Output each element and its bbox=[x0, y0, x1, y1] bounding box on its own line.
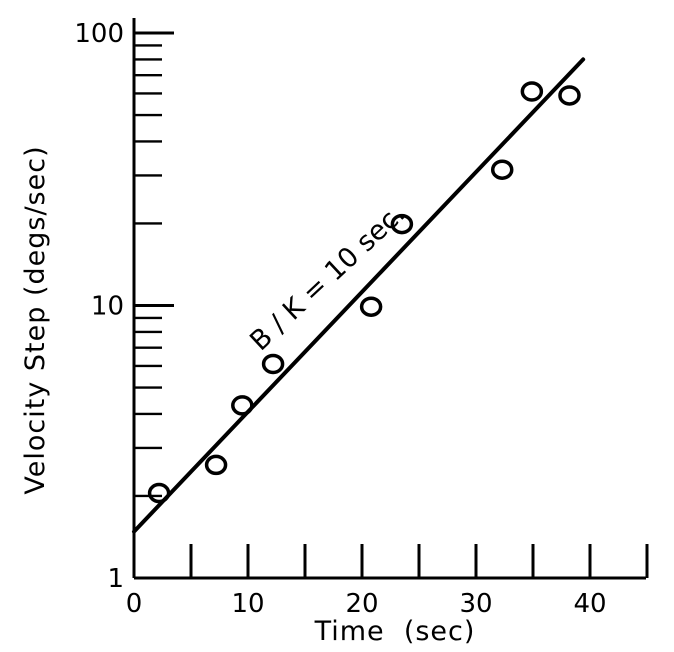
data-points bbox=[147, 81, 581, 504]
x-tick-label: 30 bbox=[459, 589, 492, 619]
y-tick-label: 1 bbox=[107, 564, 124, 594]
x-axis-tick-labels: 0 10 20 30 40 bbox=[126, 589, 607, 619]
data-point bbox=[231, 395, 254, 416]
plot-axes bbox=[132, 18, 646, 580]
annotations: B / K = 10 sec. bbox=[244, 198, 411, 357]
fit-line bbox=[132, 57, 586, 534]
annotation-text: B / K = 10 sec. bbox=[244, 198, 411, 357]
fit-line-layer bbox=[132, 57, 586, 534]
x-axis-label: Time (sec) bbox=[314, 616, 476, 647]
x-tick-label: 10 bbox=[231, 589, 264, 619]
y-axis-ticks bbox=[134, 31, 174, 498]
y-tick-label: 100 bbox=[74, 19, 124, 49]
data-point bbox=[390, 213, 414, 235]
data-point bbox=[204, 454, 228, 476]
x-tick-label: 20 bbox=[345, 589, 378, 619]
data-point bbox=[520, 81, 544, 102]
data-point bbox=[490, 159, 514, 180]
x-tick-label: 40 bbox=[573, 589, 606, 619]
data-point bbox=[147, 482, 171, 504]
y-axis-tick-labels: 1 10 100 bbox=[74, 19, 124, 594]
x-tick-label: 0 bbox=[126, 589, 143, 619]
data-point bbox=[359, 296, 383, 317]
data-point bbox=[558, 85, 581, 106]
data-point bbox=[261, 353, 285, 375]
y-axis-label: Velocity Step (degs/sec) bbox=[20, 145, 51, 494]
x-axis-ticks bbox=[189, 544, 649, 578]
y-tick-label: 10 bbox=[91, 292, 124, 322]
